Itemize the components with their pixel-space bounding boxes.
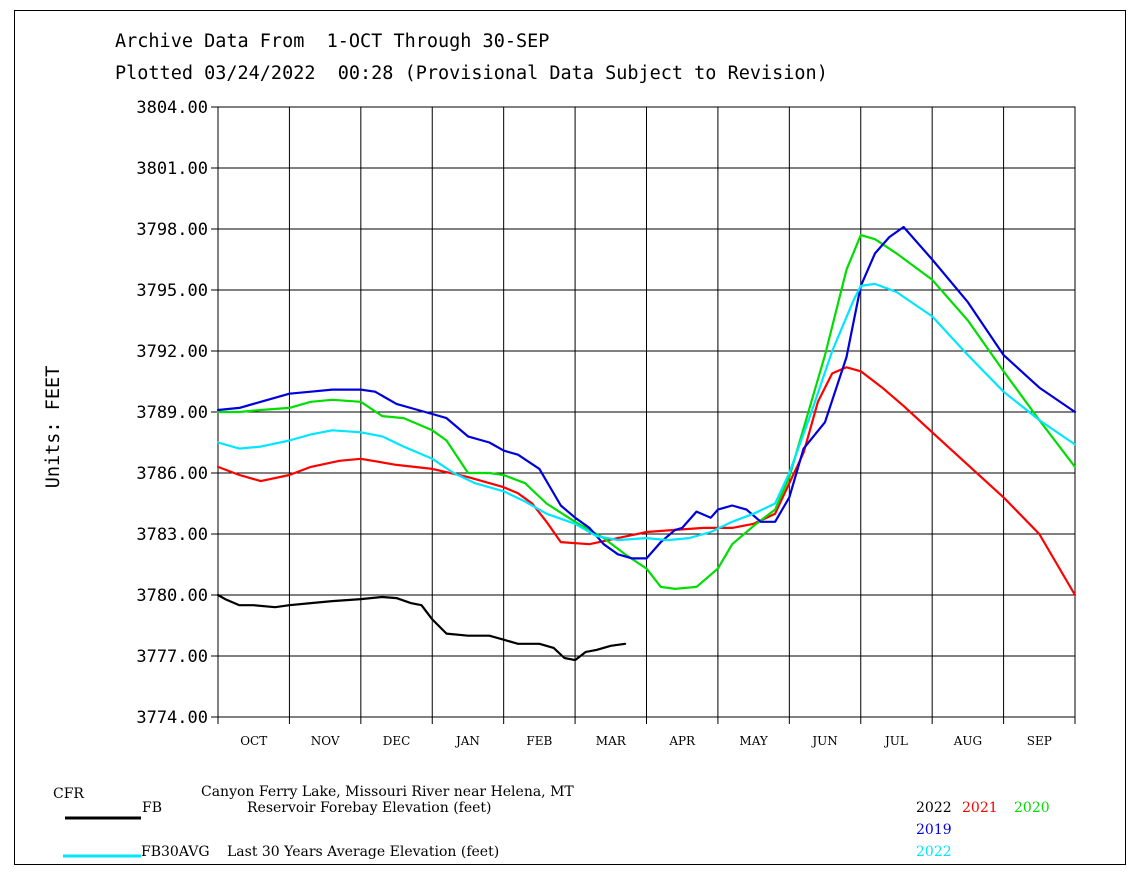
y-tick-label: 3792.00 [136,342,208,362]
y-tick-label: 3795.00 [136,281,208,301]
x-tick-label: APR [668,734,696,748]
series-line-avg [216,282,1077,542]
legend-year-2020: 2020 [1014,800,1050,816]
series-line-2021 [216,366,1077,597]
y-tick-label: 3774.00 [136,708,208,728]
x-tick-label: NOV [311,734,340,748]
fb-legend-code: FB [142,800,162,816]
plot-grid [217,106,1076,718]
x-tick-label: AUG [953,734,982,748]
y-tick-label: 3789.00 [136,403,208,423]
y-tick-label: 3783.00 [136,525,208,545]
legend-year-2022: 2022 [916,800,952,816]
avg-legend-desc: Last 30 Years Average Elevation (feet) [227,844,499,860]
avg-legend-code: FB30AVG [141,844,210,860]
y-tick-label: 3801.00 [136,159,208,179]
series-line-2022 [216,593,627,662]
x-tick-label: DEC [383,734,411,748]
x-tick-label: SEP [1027,734,1052,748]
fb-legend-desc: Reservoir Forebay Elevation (feet) [247,800,492,816]
legend-year-2021: 2021 [962,800,998,816]
x-tick-label: MAY [739,734,768,748]
x-tick-label: OCT [240,734,267,748]
series-line-2020 [216,234,1077,591]
legend-year-2019: 2019 [916,822,952,838]
y-tick-label: 3798.00 [136,220,208,240]
station-code: CFR [53,786,84,802]
legend-year-avg: 2022 [916,844,952,860]
x-tick-label: JUN [810,734,837,748]
header-line-2: Plotted 03/24/2022 00:28 (Provisional Da… [115,63,828,84]
x-tick-label: MAR [596,734,627,748]
y-tick-label: 3786.00 [136,464,208,484]
x-axis: OCT NOV DEC JAN FEB MAR APR MAY JUN JUL AUG SEP [217,717,1076,748]
series-group [216,225,1077,662]
y-axis-label: Units: FEET [43,366,64,489]
x-tick-label: JUL [883,734,908,748]
x-tick-label: JAN [454,734,480,748]
y-tick-label: 3780.00 [136,586,208,606]
y-axis: 3804.00 3801.00 3798.00 3795.00 3792.00 3789.… [136,98,218,728]
chart-frame: Archive Data From 1-OCT Through 30-SEP P… [14,10,1126,865]
x-tick-label: FEB [526,734,552,748]
y-tick-label: 3804.00 [136,98,208,118]
chart-svg: Archive Data From 1-OCT Through 30-SEP P… [43,31,1077,860]
series-line-2019 [216,225,1077,560]
header-line-1: Archive Data From 1-OCT Through 30-SEP [115,31,549,52]
station-name: Canyon Ferry Lake, Missouri River near H… [201,784,574,800]
y-tick-label: 3777.00 [136,647,208,667]
